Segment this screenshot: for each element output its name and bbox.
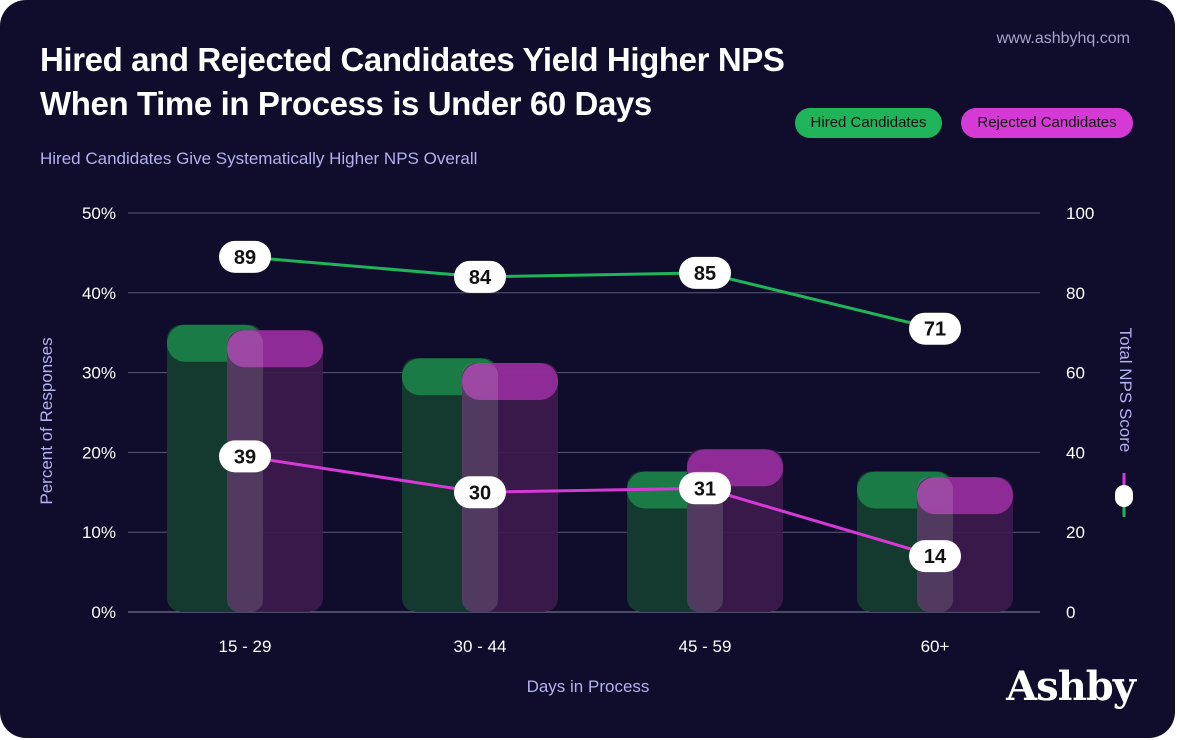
y-left-tick-label: 10%	[82, 523, 116, 542]
legend-hired: Hired Candidates	[795, 108, 942, 138]
line-hired-label: 71	[924, 319, 946, 341]
legend-rejected: Rejected Candidates	[961, 108, 1133, 138]
line-rejected-point	[454, 476, 506, 509]
line-rejected	[244, 454, 936, 558]
line-rejected-point	[219, 440, 271, 473]
x-tick-label: 15 - 29	[219, 637, 272, 656]
line-hired-label: 84	[469, 267, 492, 289]
y-right-tick-label: 0	[1066, 603, 1075, 622]
bar-rejected-cap	[917, 477, 1013, 515]
line-rejected-label: 39	[234, 446, 256, 468]
title-line-2: When Time in Process is Under 60 Days	[40, 85, 652, 122]
line-hired-point	[909, 312, 961, 345]
y-left-tick-label: 20%	[82, 443, 116, 462]
title-line-1: Hired and Rejected Candidates Yield High…	[40, 41, 785, 78]
chart-subtitle: Hired Candidates Give Systematically Hig…	[40, 149, 478, 168]
y-right-tick-label: 60	[1066, 364, 1085, 383]
y-right-tick-label: 40	[1066, 443, 1085, 462]
y-left-tick-label: 40%	[82, 284, 116, 303]
line-rejected-point	[909, 540, 961, 573]
bar-rejected	[462, 363, 558, 612]
chart-title: Hired and Rejected Candidates Yield High…	[40, 38, 920, 126]
bar-rejected-cap	[462, 363, 558, 401]
line-rejected-label: 14	[924, 546, 947, 568]
line-hired-point	[454, 260, 506, 293]
x-tick-label: 45 - 59	[679, 637, 732, 656]
y-right-tick-label: 100	[1066, 204, 1094, 223]
y-left-tick-label: 50%	[82, 204, 116, 223]
y-left-tick-label: 30%	[82, 364, 116, 383]
line-hired	[244, 255, 936, 331]
line-rejected-label: 31	[694, 478, 716, 500]
line-hired-label: 89	[234, 247, 256, 269]
bar-rejected	[227, 330, 323, 612]
x-tick-label: 30 - 44	[454, 637, 507, 656]
y-right-axis-title: Total NPS Score	[1116, 328, 1135, 453]
x-axis-title: Days in Process	[527, 677, 650, 696]
y-right-tick-label: 80	[1066, 284, 1085, 303]
x-tick-label: 60+	[921, 637, 950, 656]
line-hired-point	[219, 240, 271, 273]
line-hired-label: 85	[694, 263, 716, 285]
y-left-tick-label: 0%	[91, 603, 116, 622]
y-left-axis-title: Percent of Responses	[37, 337, 56, 504]
ashby-logo: Ashby	[1006, 663, 1136, 710]
bar-rejected-cap	[227, 330, 323, 368]
line-hired-point	[679, 256, 731, 289]
y-right-tick-label: 20	[1066, 523, 1085, 542]
website-url: www.ashbyhq.com	[996, 30, 1130, 47]
line-rejected-point	[679, 472, 731, 505]
bar-overlap	[687, 471, 723, 612]
line-rejected-label: 30	[469, 482, 491, 504]
axis-legend-marker	[1115, 485, 1133, 507]
